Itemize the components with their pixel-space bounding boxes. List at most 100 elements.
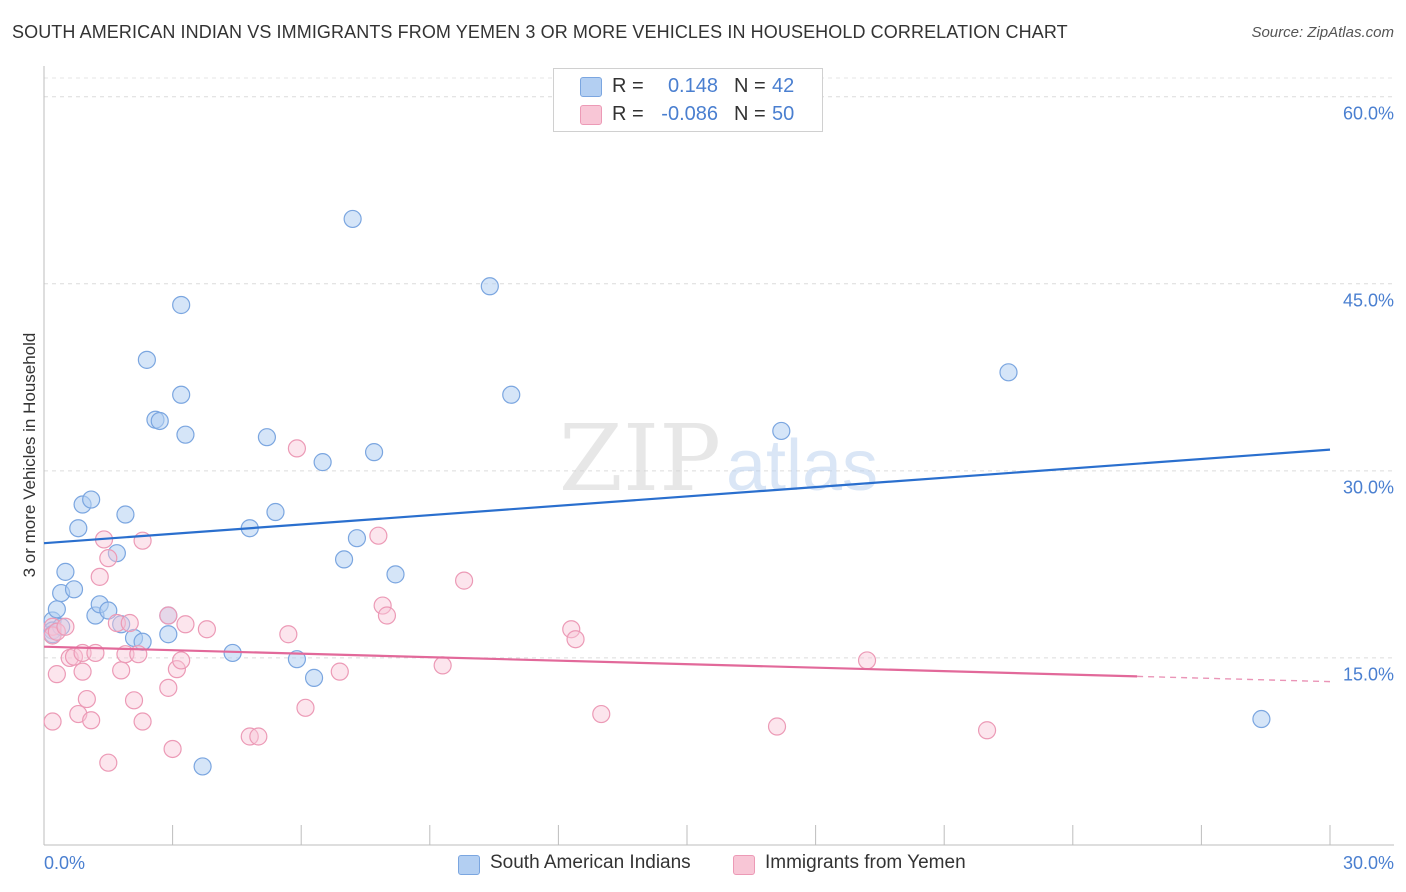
data-point	[159, 625, 178, 644]
data-point	[287, 650, 307, 669]
data-point	[82, 490, 101, 509]
legend-n-value: 50	[772, 103, 795, 125]
data-point	[172, 651, 191, 670]
data-point	[43, 712, 62, 731]
data-point	[124, 691, 144, 710]
data-point	[64, 580, 84, 599]
data-point	[82, 711, 101, 730]
legend-r-label: R =	[612, 75, 644, 97]
data-point	[364, 443, 384, 462]
data-point	[176, 425, 195, 444]
data-point	[857, 651, 877, 670]
data-point	[257, 428, 277, 447]
data-point	[56, 617, 75, 636]
data-point	[386, 565, 405, 584]
legend-n-label: N =	[734, 103, 766, 125]
series-label: South American Indians	[490, 852, 691, 873]
source-label: Source: ZipAtlas.com	[1251, 24, 1394, 41]
data-point	[193, 757, 212, 776]
data-point	[99, 601, 118, 620]
axes	[43, 66, 1394, 846]
data-point	[296, 698, 315, 717]
data-point	[772, 421, 791, 441]
watermark-zip: ZIP	[559, 405, 721, 512]
legend-n-label: N =	[734, 75, 766, 97]
trend-line-pink	[43, 645, 1138, 678]
legend-r-label: R =	[612, 103, 644, 125]
data-point	[369, 526, 388, 545]
data-point	[163, 739, 182, 759]
data-point	[592, 704, 611, 724]
data-point	[116, 505, 135, 524]
data-point	[172, 385, 191, 404]
data-point	[304, 668, 324, 687]
data-point	[266, 502, 285, 522]
data-point	[1252, 709, 1271, 729]
data-point	[373, 596, 392, 615]
data-point	[47, 622, 66, 641]
data-point	[977, 721, 997, 740]
data-point	[137, 350, 156, 369]
data-point	[313, 453, 332, 472]
data-point	[112, 661, 131, 680]
data-point	[454, 571, 474, 590]
series-swatch-blue	[458, 855, 480, 875]
data-point	[77, 689, 96, 709]
data-point	[47, 665, 66, 684]
y-tick-label: 45.0%	[1342, 290, 1394, 311]
data-point	[287, 439, 307, 458]
trend-line-blue	[43, 448, 1331, 545]
data-point	[167, 660, 186, 679]
legend-r-value: -0.086	[661, 103, 718, 125]
data-point	[90, 567, 109, 586]
y-tick-label: 60.0%	[1342, 103, 1394, 124]
data-point	[172, 295, 191, 315]
data-point	[150, 411, 169, 431]
watermark: ZIP atlas	[559, 405, 878, 512]
data-point	[566, 630, 585, 649]
data-point	[69, 519, 88, 538]
legend-n-value: 42	[772, 75, 795, 97]
data-point	[99, 753, 118, 772]
data-point	[502, 385, 521, 404]
grid-lines	[44, 77, 1394, 659]
data-point	[334, 550, 354, 569]
data-point	[433, 656, 452, 675]
legend-r-value: 0.148	[667, 75, 718, 97]
data-point	[47, 600, 66, 619]
legend-row-south-american-indians: R = 0.148 N = 42	[554, 71, 822, 101]
legend-swatch-pink	[580, 105, 602, 125]
data-point	[107, 613, 126, 633]
data-point	[159, 606, 178, 625]
data-point	[377, 606, 397, 625]
legend-row-immigrants-from-yemen: R = -0.086 N = 50	[554, 99, 822, 129]
data-point	[480, 277, 499, 296]
data-point	[343, 209, 362, 229]
data-point	[767, 717, 787, 736]
data-point	[107, 544, 126, 563]
y-tick-label: 15.0%	[1342, 664, 1394, 685]
data-point	[73, 662, 92, 681]
watermark-atlas: atlas	[726, 426, 878, 506]
data-point	[347, 529, 367, 548]
data-point	[159, 678, 178, 697]
data-point	[562, 620, 581, 639]
data-point	[99, 549, 118, 568]
series-swatch-pink	[733, 855, 755, 875]
data-point	[133, 712, 152, 731]
correlation-legend: R = 0.148 N = 42 R = -0.086 N = 50	[553, 68, 823, 132]
y-tick-label: 30.0%	[1342, 477, 1394, 498]
x-tick-label-min: 0.0%	[44, 853, 86, 873]
chart-title: SOUTH AMERICAN INDIAN VS IMMIGRANTS FROM…	[12, 22, 1068, 42]
data-point	[999, 363, 1018, 382]
trend-line-pink-dashed	[1137, 675, 1331, 683]
data-point	[330, 662, 349, 681]
data-point	[120, 613, 139, 633]
series-label: Immigrants from Yemen	[765, 852, 966, 873]
legend-swatch-blue	[580, 77, 602, 97]
data-point	[249, 727, 268, 746]
x-tick-label-max: 30.0%	[1342, 853, 1394, 873]
data-point	[197, 620, 216, 639]
data-point	[279, 625, 298, 644]
